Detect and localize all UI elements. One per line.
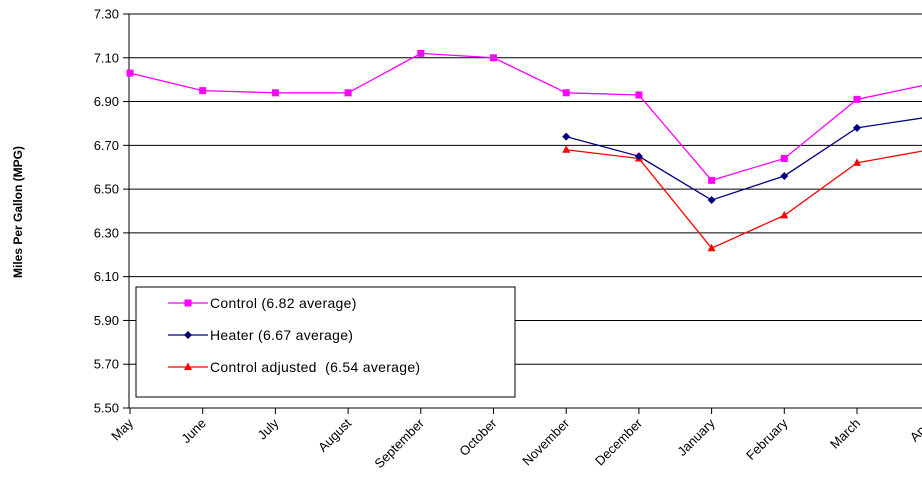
legend-swatch-marker xyxy=(184,331,192,339)
series-line xyxy=(129,52,922,182)
data-point xyxy=(634,152,643,161)
data-point xyxy=(490,54,497,62)
data-point xyxy=(126,69,134,77)
y-tick-labels: 5.50 5.70 5.90 6.10 6.30 6.50 6.70 6.90 7.10 7.30 xyxy=(94,7,119,416)
data-point xyxy=(635,91,643,99)
y-tick-label: 6.10 xyxy=(94,269,119,284)
data-point xyxy=(780,154,788,162)
y-tick-label: 7.30 xyxy=(94,7,119,22)
y-tick-label: 6.90 xyxy=(94,94,119,109)
x-tick-labels: May June July August September October Novembe… xyxy=(108,415,922,471)
legend: Control (6.82 average) Heater (6.67 avera… xyxy=(135,286,516,398)
legend-label: Heater (6.67 average) xyxy=(210,327,353,343)
x-tick-label: October xyxy=(456,415,500,459)
data-point xyxy=(344,89,352,97)
y-tick-label: 5.70 xyxy=(94,357,119,372)
x-tick-label: July xyxy=(255,415,282,442)
x-tick-label: June xyxy=(178,416,209,447)
x-tick-label: December xyxy=(592,415,645,468)
data-point xyxy=(780,210,789,219)
data-point xyxy=(417,49,425,57)
legend-label: Control adjusted (6.54 average) xyxy=(210,359,420,375)
data-point xyxy=(853,158,861,166)
y-tick-label: 5.50 xyxy=(94,401,119,416)
data-point xyxy=(708,176,716,184)
data-point xyxy=(853,123,861,132)
x-tick-label: May xyxy=(108,415,136,443)
series-line xyxy=(566,149,922,250)
y-tick-label: 6.30 xyxy=(94,225,119,240)
axes xyxy=(128,14,922,414)
y-tick-label: 6.70 xyxy=(94,138,119,153)
data-point xyxy=(562,145,571,153)
legend-box xyxy=(135,286,516,398)
y-tick-label: 6.50 xyxy=(94,182,119,197)
data-point xyxy=(199,87,207,95)
series-line xyxy=(566,117,922,201)
data-point xyxy=(707,196,716,205)
data-point xyxy=(562,89,570,97)
y-tick-label: 7.10 xyxy=(94,50,119,65)
data-point xyxy=(853,95,861,103)
x-tick-label: September xyxy=(371,415,427,471)
data-point xyxy=(562,132,571,141)
legend-label: Control (6.82 average) xyxy=(210,295,357,311)
legend-swatch-marker xyxy=(184,362,192,370)
series-1 xyxy=(562,117,922,205)
y-tick-label: 5.90 xyxy=(94,313,119,328)
x-tick-label: March xyxy=(827,416,863,452)
x-tick-label: August xyxy=(315,415,354,454)
data-point xyxy=(780,171,789,180)
series-0 xyxy=(126,49,922,184)
x-tick-label: February xyxy=(743,415,791,463)
data-point xyxy=(707,243,716,252)
y-axis-label: Miles Per Gallon (MPG) xyxy=(11,146,25,278)
legend-swatch-marker xyxy=(184,299,192,307)
x-tick-label: January xyxy=(674,415,718,459)
series-2 xyxy=(562,145,922,252)
series-group xyxy=(126,49,922,252)
x-tick-label: November xyxy=(519,415,572,468)
data-point xyxy=(271,89,279,97)
x-tick-label: April xyxy=(907,415,922,444)
